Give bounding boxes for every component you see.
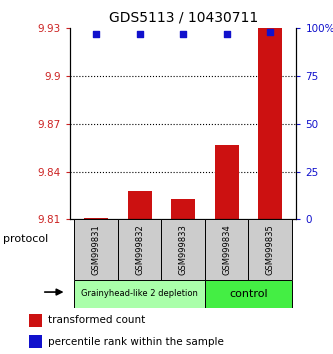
Title: GDS5113 / 10430711: GDS5113 / 10430711: [109, 10, 258, 24]
Text: percentile rank within the sample: percentile rank within the sample: [48, 337, 224, 347]
Bar: [215, 144, 239, 219]
Point: [93, 31, 99, 37]
Point: [268, 29, 273, 35]
Text: Grainyhead-like 2 depletion: Grainyhead-like 2 depletion: [81, 289, 198, 298]
Text: transformed count: transformed count: [48, 315, 146, 325]
Bar: [258, 28, 282, 219]
Text: GSM999834: GSM999834: [222, 224, 231, 275]
Text: GSM999832: GSM999832: [135, 224, 144, 275]
FancyBboxPatch shape: [74, 280, 205, 308]
Bar: [84, 218, 108, 219]
FancyBboxPatch shape: [118, 219, 162, 280]
Bar: [128, 191, 152, 219]
Text: control: control: [229, 289, 268, 299]
Point: [180, 31, 186, 37]
Point: [137, 31, 142, 37]
Text: protocol: protocol: [3, 234, 49, 244]
FancyBboxPatch shape: [205, 219, 248, 280]
FancyBboxPatch shape: [248, 219, 292, 280]
Point: [224, 31, 229, 37]
FancyBboxPatch shape: [74, 219, 118, 280]
Text: GSM999835: GSM999835: [266, 224, 275, 275]
Text: GSM999831: GSM999831: [92, 224, 101, 275]
Bar: [29, 335, 42, 348]
Bar: [171, 199, 195, 219]
FancyBboxPatch shape: [205, 280, 292, 308]
Text: GSM999833: GSM999833: [178, 224, 188, 275]
Bar: [29, 314, 42, 327]
FancyBboxPatch shape: [162, 219, 205, 280]
